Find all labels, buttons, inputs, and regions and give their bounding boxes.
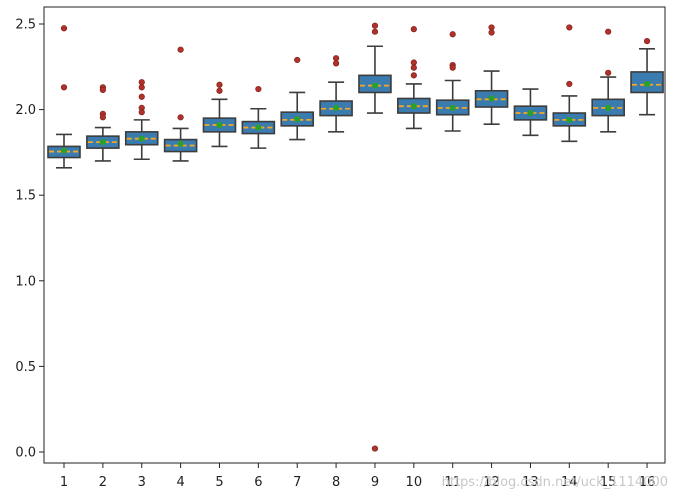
mean-marker [527, 109, 534, 117]
outlier-point [410, 59, 417, 66]
x-tick-label: 3 [138, 475, 146, 490]
outlier-point [605, 69, 612, 76]
outlier-point [138, 84, 145, 91]
x-tick-label: 7 [293, 475, 301, 490]
outlier-point [332, 55, 340, 62]
x-tick-label: 9 [371, 475, 379, 490]
outlier-point [410, 72, 417, 79]
x-tick-label: 14 [561, 475, 578, 490]
x-tick-label: 6 [254, 475, 262, 490]
mean-marker [449, 104, 456, 111]
box-group-10 [397, 26, 431, 130]
x-tick-label: 4 [176, 475, 184, 490]
mean-marker [371, 82, 379, 89]
box-group-6 [241, 85, 276, 149]
mean-marker [332, 104, 340, 111]
mean-marker [255, 124, 262, 131]
mean-marker [60, 147, 68, 154]
mean-marker [177, 140, 184, 147]
box-group-15 [591, 28, 625, 133]
mean-marker [605, 104, 612, 111]
box-group-14 [552, 24, 587, 143]
mean-marker [488, 95, 495, 102]
x-tick-label: 11 [444, 475, 461, 490]
outlier-point [60, 84, 68, 91]
outlier-point [410, 64, 417, 71]
outlier-point [643, 38, 651, 45]
outlier-point [449, 64, 456, 71]
x-tick-label: 5 [215, 475, 223, 490]
box-group-7 [280, 56, 315, 141]
box-group-5 [202, 81, 237, 148]
box-group-12 [474, 24, 509, 125]
outlier-point [60, 25, 68, 32]
x-tick-label: 12 [483, 475, 500, 490]
outlier-point [371, 22, 379, 29]
x-tick-label: 1 [60, 475, 68, 490]
x-tick-label: 15 [600, 475, 617, 490]
x-tick-label: 10 [406, 475, 423, 490]
watermark-text: https://blog.csdn.net/uck_1114000 [442, 475, 668, 490]
outlier-point [138, 109, 145, 116]
box-group-8 [319, 55, 353, 133]
y-tick-label: 0.5 [15, 360, 36, 375]
y-tick-label: 1.0 [15, 274, 36, 289]
outlier-point [216, 81, 223, 88]
outlier-point [488, 29, 495, 36]
outlier-point [294, 56, 301, 64]
box-group-4 [163, 46, 198, 162]
outlier-point [371, 28, 379, 35]
outlier-point [488, 24, 495, 31]
y-tick-label: 0.0 [15, 446, 36, 461]
outlier-point [371, 445, 379, 452]
outlier-point [99, 114, 106, 121]
y-axis: 0.0 0.5 1.0 1.5 2.0 2.5 [15, 18, 44, 461]
box-group-2 [86, 84, 120, 162]
box-group-11 [435, 31, 470, 132]
outlier-point [177, 114, 184, 121]
plot-area [47, 22, 664, 452]
y-tick-label: 2.5 [15, 18, 36, 33]
mean-marker [138, 135, 145, 142]
box-group-13 [513, 88, 548, 137]
outlier-point [99, 86, 106, 94]
outlier-point [332, 60, 340, 67]
box-group-9 [358, 22, 392, 452]
box-group-3 [124, 79, 159, 161]
outlier-point [410, 26, 417, 33]
outlier-point [138, 79, 145, 86]
outlier-point [566, 24, 573, 31]
box-group-1 [47, 25, 81, 169]
mean-marker [566, 116, 573, 123]
mean-marker [643, 80, 651, 88]
outlier-point [255, 85, 262, 93]
x-tick-label: 2 [99, 475, 107, 490]
outlier-point [138, 93, 145, 100]
mean-marker [216, 121, 223, 129]
x-tick-label: 8 [332, 475, 340, 490]
x-axis: 1 2 3 4 5 6 7 8 9 10 11 12 13 14 15 16 [60, 463, 655, 490]
y-tick-label: 1.5 [15, 189, 36, 204]
axes-frame [43, 6, 666, 464]
x-tick-label: 13 [522, 475, 539, 490]
mean-marker [410, 103, 417, 110]
mean-marker [294, 115, 301, 123]
outlier-point [449, 31, 456, 38]
y-tick-label: 2.0 [15, 103, 36, 118]
box-group-16 [630, 38, 664, 116]
x-tick-label: 16 [639, 475, 656, 490]
outlier-point [566, 80, 573, 88]
outlier-point [605, 28, 612, 35]
outlier-point [177, 46, 184, 53]
mean-marker [99, 139, 106, 146]
outlier-point [216, 87, 223, 94]
